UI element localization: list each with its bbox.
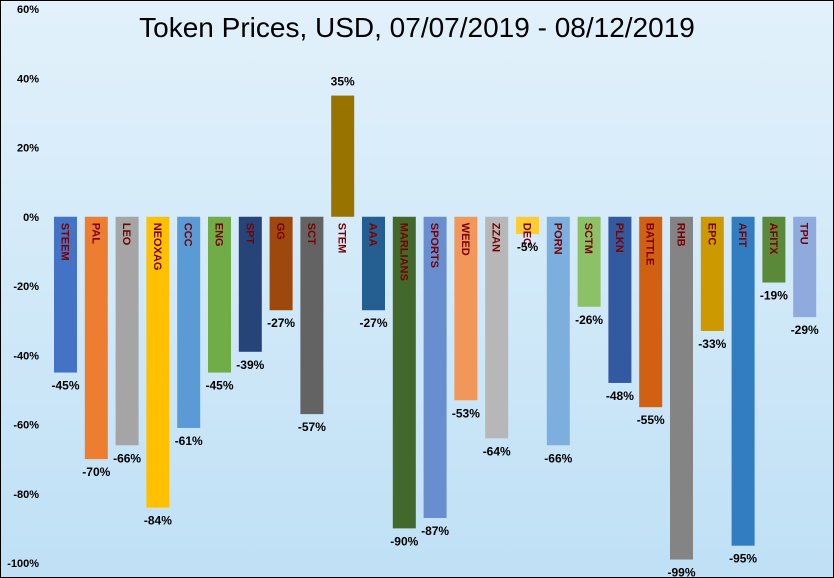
bar [208,216,231,373]
data-label: -53% [452,406,480,420]
category-label: SPT [243,223,255,245]
bar [670,216,693,560]
category-label: SCT [305,223,317,245]
y-tick-label: -20% [13,281,39,293]
bar [331,95,355,217]
data-label: -27% [267,316,295,330]
data-label: -45% [51,379,79,393]
category-label: WEED [459,223,471,256]
y-tick-label: 20% [17,143,39,155]
data-label: -55% [637,413,665,427]
y-tick-label: 60% [17,4,39,16]
bar [115,216,139,446]
category-label: PLKN [613,223,625,253]
bar [608,216,632,383]
data-label: -95% [729,552,757,566]
bar [423,216,447,518]
category-label: AAA [367,223,379,247]
data-label: -87% [421,524,449,538]
data-label: -70% [82,465,110,479]
category-label: ENG [213,223,225,247]
data-label: -84% [144,514,172,528]
category-label: DEC [521,223,533,246]
category-label: EPC [705,223,717,246]
y-tick-label: 40% [17,73,39,85]
bar [793,216,817,318]
bar [238,216,262,352]
data-label: -29% [791,323,819,337]
chart-title: Token Prices, USD, 07/07/2019 - 08/12/20… [139,12,695,43]
bar [731,216,755,546]
data-label: -27% [359,316,387,330]
data-label: -99% [667,566,695,578]
data-label: -39% [236,358,264,372]
category-label: STEEM [59,223,71,261]
category-label: SCTM [582,223,594,254]
y-tick-label: -80% [13,489,39,501]
data-label: -5% [517,240,539,254]
category-label: AFITX [767,223,779,255]
bar [54,216,77,373]
y-tick-label: 0% [23,212,39,224]
data-label: -33% [698,337,726,351]
category-label: MARLIANS [397,223,409,281]
category-label: ZZAN [490,223,502,252]
bar [639,216,663,408]
y-tick-label: -60% [13,420,39,432]
data-label: -48% [606,389,634,403]
bar [177,216,201,428]
data-label: 35% [331,75,355,89]
data-label: -19% [760,289,788,303]
data-label: -90% [390,534,418,548]
data-label: -45% [205,379,233,393]
category-label: BATTLE [644,223,656,266]
bar [362,216,385,311]
bar [762,216,786,283]
category-label: PAL [89,223,101,244]
category-label: CCC [182,223,194,247]
bar [546,216,570,446]
category-label: PORN [551,223,563,255]
bar [392,216,416,529]
category-label: RHB [675,223,687,247]
category-label: NEOXAG [151,223,163,271]
category-label: TPU [798,223,810,245]
data-label: -26% [575,313,603,327]
category-label: SPORTS [428,223,440,268]
y-tick-label: -100% [7,558,39,570]
bar [269,216,293,311]
bar [516,216,539,235]
bar [84,216,108,460]
category-label: STEM [336,223,348,254]
bar [300,216,324,415]
category-label: GG [274,223,286,240]
category-label: AFIT [736,223,748,248]
data-label: -66% [544,451,572,465]
data-label: -66% [113,451,141,465]
bar [146,216,170,508]
y-tick-label: -40% [13,350,39,362]
data-label: -57% [298,420,326,434]
data-label: -64% [483,444,511,458]
bar [577,216,601,307]
bar [485,216,509,439]
bar [454,216,478,401]
category-label: LEO [120,223,132,246]
data-label: -61% [175,434,203,448]
bar [700,216,724,332]
